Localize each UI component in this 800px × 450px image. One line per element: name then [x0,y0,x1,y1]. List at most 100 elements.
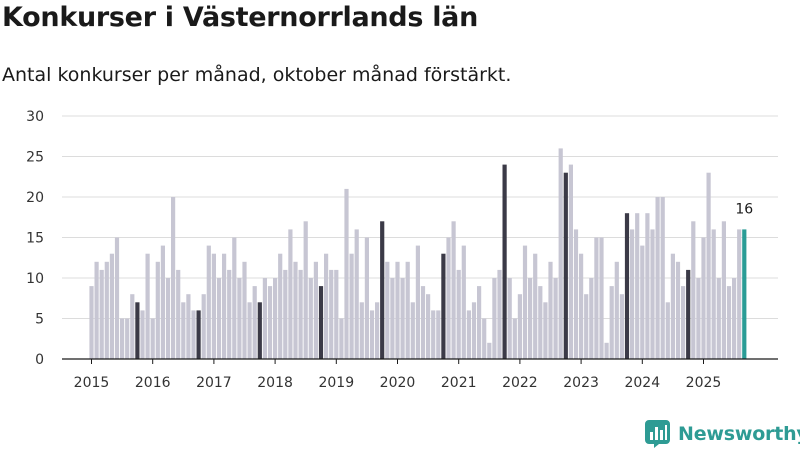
bar [522,245,528,359]
bar [477,286,482,359]
bar [675,261,681,359]
bar [349,253,354,359]
bar [324,253,329,359]
bar [222,253,227,359]
bar [456,269,461,359]
bar [171,197,176,359]
bar [466,310,471,359]
x-tick-label: 2018 [257,375,293,391]
bar [395,261,400,359]
bar [410,302,415,359]
bar [89,286,94,359]
bar [135,302,140,359]
bar [553,278,558,359]
bar [543,302,548,359]
bar [99,269,104,359]
bar [502,164,507,359]
bar [579,253,584,359]
bar [94,261,99,359]
bar [431,310,436,359]
bar [298,269,303,359]
bar [206,245,211,359]
bar [686,269,691,359]
bar [482,318,487,359]
bar [232,237,237,359]
bar [604,342,609,359]
x-tick-label: 2024 [624,375,660,391]
bar [247,302,252,359]
bar [216,278,222,359]
x-tick-label: 2022 [502,375,538,391]
bar [283,269,288,359]
bar [339,318,344,359]
bar [650,229,655,359]
bar [492,278,497,359]
bar [252,286,257,359]
bar [589,278,594,359]
bar [507,278,512,359]
bar [691,221,696,359]
brand-name: Newsworthy [678,423,800,445]
bar [737,229,742,359]
bar [385,261,390,359]
bar [329,269,334,359]
bar [497,269,502,359]
bar [196,310,201,359]
bar [563,172,568,359]
bar [354,229,359,359]
bar [150,318,155,359]
y-tick-label: 15 [26,231,44,247]
bar [441,253,446,359]
bar [211,253,216,359]
newsworthy-logo-icon [645,420,670,448]
bar [405,261,410,359]
chart-title: Konkurser i Västernorrlands län [2,2,479,33]
bar [369,310,375,359]
bar [599,237,604,359]
bar [237,278,242,359]
bar [573,229,579,359]
y-tick-label: 30 [26,109,44,125]
bar [630,229,635,359]
bar [186,294,191,359]
x-tick-label: 2017 [196,375,232,391]
bar [665,302,670,359]
bar [257,302,262,359]
bar [420,286,426,359]
bar [165,278,171,359]
bar [426,294,431,359]
bar [293,261,298,359]
y-tick-label: 20 [26,190,44,206]
bar [318,286,324,359]
bar [288,229,293,359]
bar [334,269,339,359]
bar [538,286,543,359]
bar [415,245,420,359]
bar [548,261,553,359]
bar [696,278,701,359]
bar [701,237,706,359]
bar [568,164,573,359]
bar [609,286,614,359]
bar [558,148,563,359]
bar [619,294,624,359]
bar [594,237,599,359]
bar [145,253,150,359]
bar [155,261,160,359]
bar [655,197,660,359]
bar [120,318,125,359]
bar [716,278,721,359]
bar [191,310,196,359]
bar [160,245,165,359]
bar [364,237,369,359]
bar [114,237,120,359]
bar [461,245,466,359]
bar [451,221,456,359]
bar [528,278,533,359]
bar [681,286,686,359]
x-tick-label: 2019 [318,375,354,391]
bar [140,310,145,359]
bar [359,302,364,359]
bar [130,294,135,359]
bar [471,302,477,359]
